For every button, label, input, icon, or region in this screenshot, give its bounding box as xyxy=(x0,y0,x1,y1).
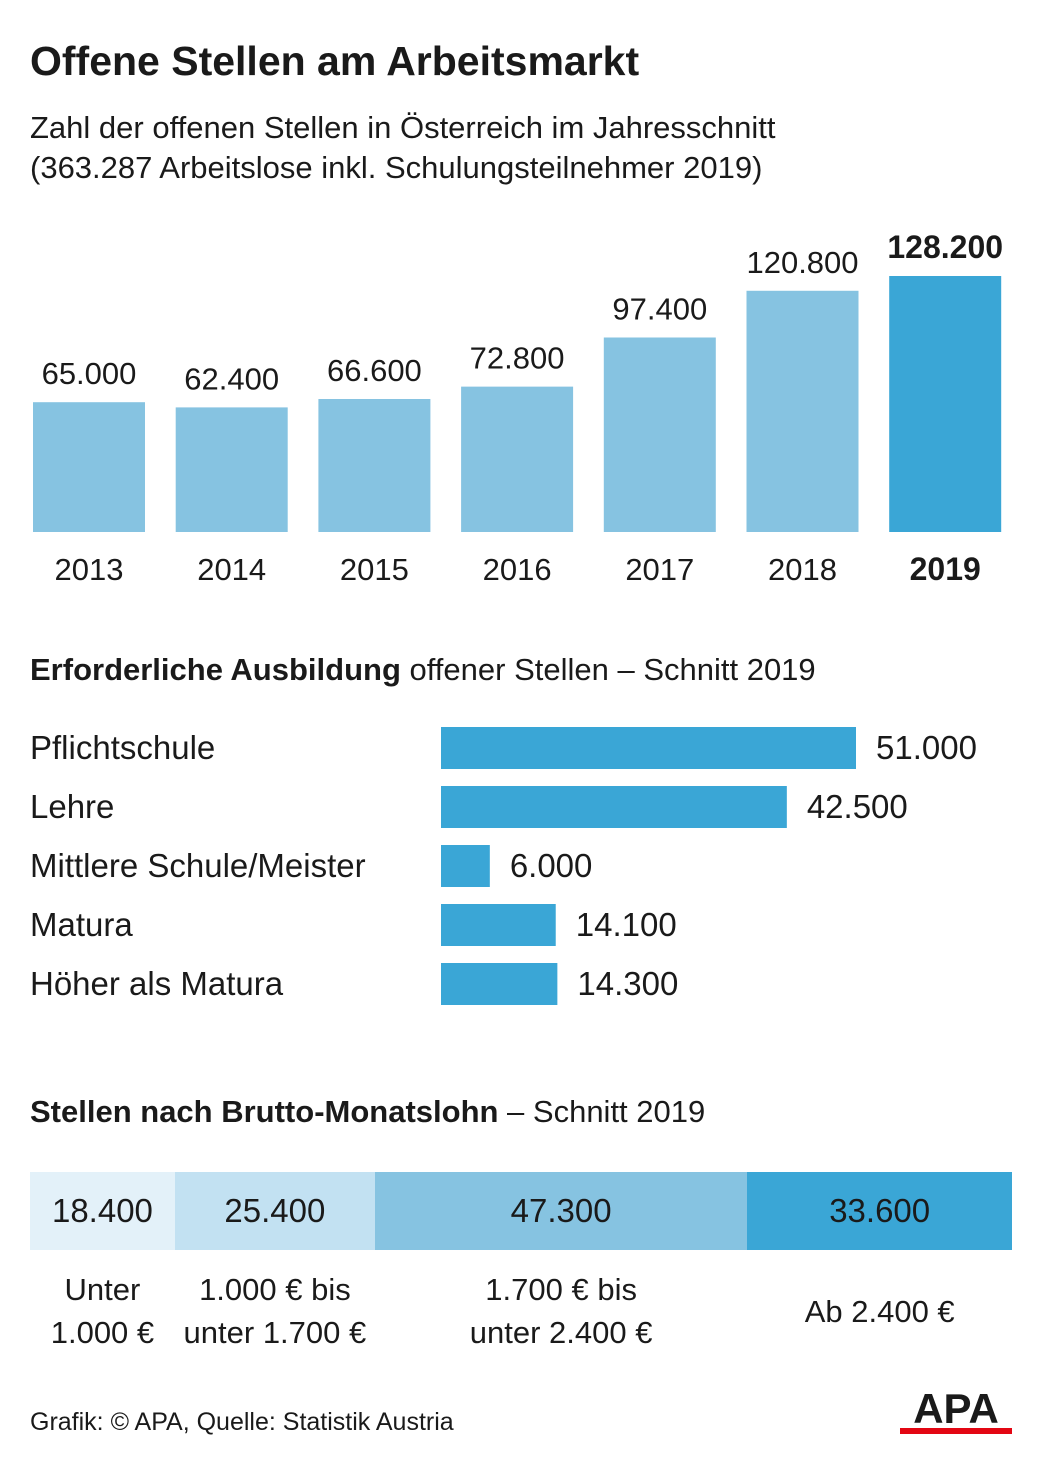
wage-category-label: 1.700 € bis unter 2.400 € xyxy=(469,1272,653,1350)
hbar-category-label: Lehre xyxy=(30,788,114,825)
stacked-bar-wage: 18.400 25.400 47.300 33.600 xyxy=(30,1172,1012,1250)
hbar xyxy=(441,904,556,946)
value-label-2016: 72.800 xyxy=(470,341,565,376)
value-label-2017: 97.400 xyxy=(612,292,707,327)
section-heading-education-bold: Erforderliche Ausbildung xyxy=(30,652,401,687)
hbar-category-label: Mittlere Schule/Meister xyxy=(30,847,366,884)
section-heading-wage-rest: – Schnitt 2019 xyxy=(498,1094,706,1129)
column-chart-open-positions: 65.000 2013 62.400 2014 66.600 2015 72.800 2016… xyxy=(33,229,1003,587)
wage-category-label: 1.000 € bis unter 1.700 € xyxy=(183,1272,367,1350)
subtitle-line-1: Zahl der offenen Stellen in Österreich i… xyxy=(30,110,776,145)
hbar xyxy=(441,845,490,887)
wage-segment: 18.400 xyxy=(30,1172,175,1250)
hbar-value-label: 14.100 xyxy=(576,906,677,943)
hbar xyxy=(441,727,856,769)
wage-segment: 33.600 xyxy=(747,1172,1012,1250)
category-label-2019: 2019 xyxy=(910,551,981,587)
hbar xyxy=(441,963,558,1005)
value-label-2018: 120.800 xyxy=(746,245,858,280)
apa-logo: APA xyxy=(900,1388,1012,1434)
hbar-value-label: 14.300 xyxy=(577,965,678,1002)
apa-logo-stripe xyxy=(900,1428,1012,1434)
apa-logo-text: APA xyxy=(913,1388,999,1432)
category-label-2018: 2018 xyxy=(768,552,837,587)
wage-category-label: Ab 2.400 € xyxy=(804,1294,955,1329)
category-label-2013: 2013 xyxy=(55,552,124,587)
bar-2015 xyxy=(318,399,431,532)
value-label-2013: 65.000 xyxy=(42,356,137,391)
section-heading-education-rest: offener Stellen – Schnitt 2019 xyxy=(400,652,816,687)
bar-2017 xyxy=(603,337,716,532)
hbar xyxy=(441,786,787,828)
category-label-2016: 2016 xyxy=(483,552,552,587)
wage-category-label: Unter 1.000 € xyxy=(50,1272,155,1350)
page-title: Offene Stellen am Arbeitsmarkt xyxy=(30,38,640,84)
bar-2019 xyxy=(889,276,1002,532)
wage-segment: 25.400 xyxy=(174,1172,375,1250)
bar-2018 xyxy=(746,290,859,532)
bar-chart-education: Pflichtschule 51.000 Lehre 42.500 Mittlere S… xyxy=(30,727,977,1005)
category-label-2014: 2014 xyxy=(197,552,266,587)
hbar-category-label: Pflichtschule xyxy=(30,729,215,766)
category-label-2015: 2015 xyxy=(340,552,409,587)
hbar-value-label: 42.500 xyxy=(807,788,908,825)
value-label-2014: 62.400 xyxy=(184,361,279,396)
value-label-2015: 66.600 xyxy=(327,353,422,388)
section-heading-wage: Stellen nach Brutto-Monatslohn – Schnitt… xyxy=(30,1094,705,1130)
hbar-value-label: 6.000 xyxy=(510,847,593,884)
hbar-value-label: 51.000 xyxy=(876,729,977,766)
category-label-2017: 2017 xyxy=(625,552,694,587)
subtitle-line-2: (363.287 Arbeitslose inkl. Schulungsteil… xyxy=(30,150,763,185)
section-heading-wage-bold: Stellen nach Brutto-Monatslohn xyxy=(30,1094,499,1129)
bar-2016 xyxy=(461,386,574,532)
source-credit: Grafik: © APA, Quelle: Statistik Austria xyxy=(30,1408,454,1436)
value-label-2019: 128.200 xyxy=(887,229,1003,265)
bar-2014 xyxy=(175,407,288,532)
bar-2013 xyxy=(33,402,145,532)
wage-segment: 47.300 xyxy=(374,1172,748,1250)
hbar-category-label: Höher als Matura xyxy=(30,965,284,1002)
hbar-category-label: Matura xyxy=(30,906,133,943)
section-heading-education: Erforderliche Ausbildung offener Stellen… xyxy=(30,652,816,688)
